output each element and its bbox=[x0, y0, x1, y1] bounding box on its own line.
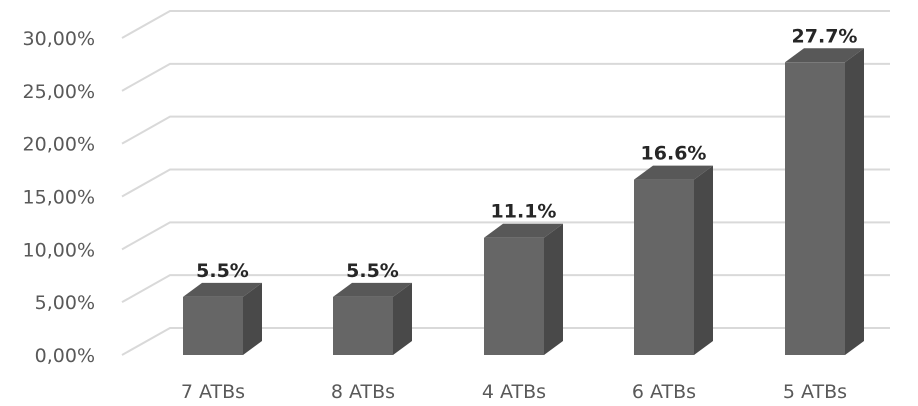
category-label: 5 ATBs bbox=[783, 381, 847, 403]
bar-front-face bbox=[484, 237, 544, 355]
bar-top-face bbox=[785, 48, 864, 63]
y-tick-label: 10,00% bbox=[23, 239, 95, 261]
bar-top-face bbox=[333, 282, 412, 297]
bar bbox=[785, 48, 864, 355]
category-label: 4 ATBs bbox=[482, 381, 546, 403]
bar-side-face bbox=[243, 282, 262, 355]
bar bbox=[484, 223, 563, 355]
y-axis-ticks: 0,00% 5,00% 10,00% 15,00% 20,00% 25,00% 30,00% bbox=[23, 28, 95, 367]
data-label: 5.5% bbox=[346, 260, 399, 282]
y-tick-label: 25,00% bbox=[23, 81, 95, 103]
bar-side-face bbox=[393, 282, 412, 355]
bar-side-face bbox=[544, 223, 563, 355]
category-label: 7 ATBs bbox=[181, 381, 245, 403]
bar-side-face bbox=[845, 48, 864, 355]
category-label: 8 ATBs bbox=[331, 381, 395, 403]
category-labels-layer: 7 ATBs 8 ATBs 4 ATBs 6 ATBs 5 ATBs bbox=[181, 381, 847, 403]
category-label: 6 ATBs bbox=[632, 381, 696, 403]
gridline bbox=[121, 62, 890, 92]
bar-front-face bbox=[183, 296, 243, 355]
data-labels-layer: 5.5% 5.5% 11.1% 16.6% 27.7% bbox=[196, 25, 857, 282]
bar-front-face bbox=[333, 296, 393, 355]
data-label: 16.6% bbox=[641, 143, 707, 165]
y-tick-label: 0,00% bbox=[35, 345, 95, 367]
data-label: 27.7% bbox=[792, 25, 858, 47]
bar-front-face bbox=[634, 179, 694, 355]
bars-layer bbox=[183, 48, 864, 355]
bar-top-face bbox=[484, 223, 563, 238]
bar-top-face bbox=[183, 282, 262, 297]
y-tick-label: 20,00% bbox=[23, 134, 95, 156]
gridline bbox=[121, 115, 890, 145]
bar bbox=[183, 282, 262, 355]
y-tick-label: 5,00% bbox=[35, 292, 95, 314]
gridline bbox=[121, 10, 890, 39]
grid-layer bbox=[121, 10, 890, 356]
bar bbox=[634, 165, 713, 355]
gridline bbox=[121, 168, 890, 198]
bar bbox=[333, 282, 412, 355]
y-tick-label: 15,00% bbox=[23, 187, 95, 209]
bar-top-face bbox=[634, 165, 713, 180]
y-tick-label: 30,00% bbox=[23, 28, 95, 50]
bar-side-face bbox=[694, 165, 713, 355]
data-label: 5.5% bbox=[196, 260, 249, 282]
data-label: 11.1% bbox=[491, 201, 557, 223]
bar-front-face bbox=[785, 62, 845, 355]
